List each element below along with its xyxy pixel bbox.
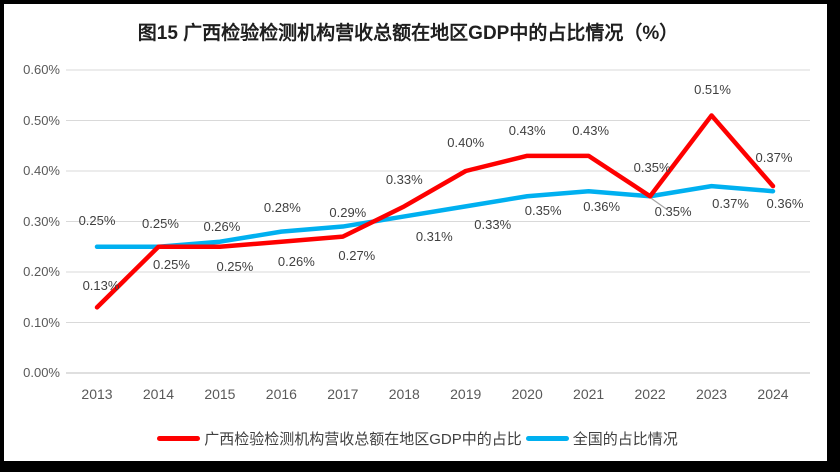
data-label-national-2024: 0.36% bbox=[766, 196, 804, 212]
y-axis-tick-label: 0.30% bbox=[23, 213, 60, 229]
y-axis-tick-label: 0.20% bbox=[23, 264, 60, 279]
x-axis-year-label: 2023 bbox=[695, 386, 728, 402]
data-label-national-2013: 0.25% bbox=[78, 212, 116, 228]
x-axis-year-label: 2016 bbox=[265, 386, 297, 402]
legend-label-guangxi: 广西检验检测机构营收总额在地区GDP中的占比 bbox=[204, 431, 522, 448]
data-label-guangxi-2024: 0.37% bbox=[755, 150, 793, 166]
data-label-guangxi-2021: 0.43% bbox=[572, 122, 610, 138]
data-label-national-2023: 0.37% bbox=[712, 196, 749, 212]
x-axis-year-label: 2017 bbox=[327, 386, 359, 402]
x-axis-year-label: 2020 bbox=[511, 386, 543, 402]
data-label-guangxi-2014: 0.25% bbox=[153, 256, 190, 272]
data-label-national-2014: 0.25% bbox=[142, 215, 179, 231]
legend-label-national: 全国的占比情况 bbox=[572, 431, 678, 448]
x-axis-year-label: 2021 bbox=[573, 386, 605, 402]
x-axis-year-label: 2022 bbox=[634, 386, 666, 402]
y-axis-tick-label: 0.50% bbox=[23, 112, 60, 128]
y-axis-tick-label: 0.60% bbox=[23, 62, 60, 77]
x-axis-year-label: 2018 bbox=[388, 386, 420, 402]
data-label-national-2019: 0.33% bbox=[474, 217, 512, 233]
chart-title: 图15 广西检验检测机构营收总额在地区GDP中的占比情况（%） bbox=[137, 23, 679, 44]
legend: 广西检验检测机构营收总额在地区GDP中的占比 全国的占比情况 bbox=[4, 428, 827, 449]
x-axis-year-label: 2015 bbox=[204, 386, 236, 402]
guangxi-series-line bbox=[94, 113, 776, 310]
data-label-guangxi-2016: 0.26% bbox=[277, 253, 315, 269]
national-series-line bbox=[94, 183, 776, 249]
data-label-national-2017: 0.29% bbox=[329, 204, 367, 220]
label-leader-line bbox=[650, 197, 669, 211]
data-label-guangxi-2022: 0.35% bbox=[654, 204, 692, 220]
data-label-guangxi-2017: 0.27% bbox=[338, 247, 376, 263]
x-axis-year-label: 2013 bbox=[81, 386, 113, 402]
data-label-guangxi-2018: 0.33% bbox=[385, 172, 423, 188]
x-axis-year-label: 2014 bbox=[142, 386, 175, 402]
x-axis-year-label: 2019 bbox=[450, 386, 482, 402]
data-label-national-2018: 0.31% bbox=[415, 229, 453, 245]
data-label-national-2015: 0.26% bbox=[203, 218, 241, 234]
x-axis-year-label: 2024 bbox=[757, 386, 789, 402]
legend-swatch-guangxi-line bbox=[157, 436, 201, 441]
y-axis-tick-label: 0.00% bbox=[23, 365, 60, 380]
legend-swatch-national-line bbox=[525, 436, 569, 441]
data-label-guangxi-2020: 0.43% bbox=[508, 122, 546, 138]
data-label-national-2020: 0.35% bbox=[524, 203, 562, 219]
y-axis-tick-label: 0.40% bbox=[23, 163, 60, 178]
data-label-national-2021: 0.36% bbox=[583, 199, 621, 215]
data-label-guangxi-2019: 0.40% bbox=[447, 135, 485, 150]
data-label-guangxi-2013: 0.13% bbox=[82, 278, 120, 294]
y-axis-tick-label: 0.10% bbox=[23, 314, 60, 330]
data-label-national-2022: 0.35% bbox=[633, 160, 671, 176]
data-label-national-2016: 0.28% bbox=[263, 199, 301, 215]
data-label-guangxi-2023: 0.51% bbox=[694, 82, 731, 98]
plot-area bbox=[66, 69, 810, 374]
chart-panel: 图15 广西检验检测机构营收总额在地区GDP中的占比情况（%） 0.00% 0.1… bbox=[4, 4, 827, 461]
data-label-guangxi-2015: 0.25% bbox=[216, 258, 254, 274]
